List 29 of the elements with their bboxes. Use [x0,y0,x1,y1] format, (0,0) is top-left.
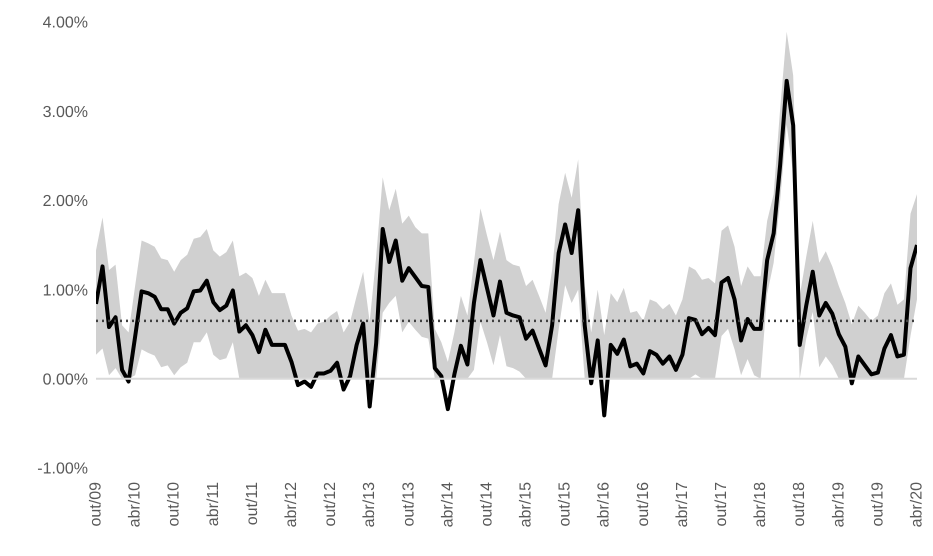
y-tick-label: 4.00% [42,14,88,32]
x-tick-label: abr/15 [518,482,535,528]
x-tick-label: out/18 [791,482,808,526]
x-tick-label: abr/13 [361,482,378,528]
y-tick-label: 1.00% [42,282,88,300]
x-tick-label: abr/10 [126,482,144,528]
y-tick-label: 3.00% [42,104,88,121]
line-series [96,78,917,418]
x-tick-label: abr/17 [674,482,691,528]
x-tick-label: abr/16 [596,482,613,528]
x-tick-label: out/10 [166,482,183,526]
x-tick-label: abr/14 [439,482,456,528]
x-tick-label: out/11 [244,482,261,526]
x-tick-label: out/16 [634,482,652,526]
x-tick-label: out/09 [88,482,104,526]
x-tick-label: out/19 [869,482,886,526]
x-tick-label: abr/11 [204,482,222,526]
y-tick-label: 0.00% [42,371,88,388]
x-tick-label: abr/19 [830,482,848,528]
x-tick-label: abr/12 [282,482,300,528]
x-tick-label: out/17 [713,482,730,526]
y-tick-label: 2.00% [42,193,88,210]
x-tick-label: out/13 [400,482,418,526]
y-tick-label: -1.00% [37,460,88,478]
x-tick-label: abr/20 [908,482,926,528]
x-tick-label: out/12 [322,482,340,526]
x-tick-label: out/14 [478,482,496,526]
x-tick-label: out/15 [556,482,574,526]
x-tick-label: abr/18 [752,482,770,528]
